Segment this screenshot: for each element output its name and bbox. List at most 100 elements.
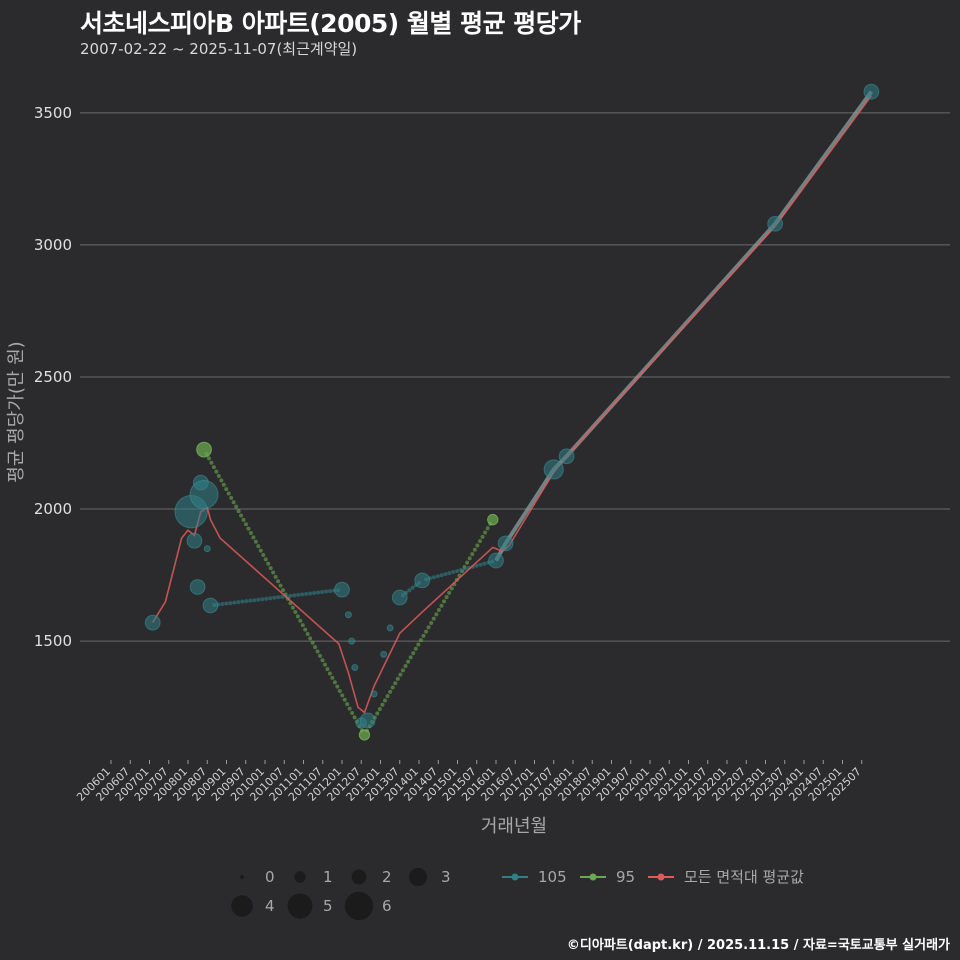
series-95-interp-dot xyxy=(347,706,352,711)
size-legend-circle xyxy=(231,895,253,917)
series-105-interp-dot xyxy=(320,590,325,595)
footer-credit: ©디아파트(dapt.kr) / 2025.11.15 / 자료=국토교통부 실… xyxy=(566,938,950,953)
series-95-interp-dot xyxy=(236,509,241,514)
series-95-interp-dot xyxy=(385,694,390,699)
series-95-interp-dot xyxy=(434,612,439,617)
series-avg-line xyxy=(152,95,873,714)
size-legend-label: 5 xyxy=(323,897,333,915)
series-95-interp-dot xyxy=(350,710,355,715)
legend-swatch-dot xyxy=(511,873,519,881)
series-95-interp-dot xyxy=(219,478,224,483)
series-95-interp-dot xyxy=(221,482,226,487)
series-105-interp-dot xyxy=(478,562,483,567)
series-95-interp-dot xyxy=(426,625,431,630)
series-95-interp-dot xyxy=(470,552,475,557)
series-95-interp-dot xyxy=(290,605,295,610)
series-105-point xyxy=(186,532,203,549)
series-105-interp-dot xyxy=(431,575,436,580)
series-95-interp-dot xyxy=(216,473,221,478)
series-95-interp-dot xyxy=(345,702,350,707)
series-95-interp-dot xyxy=(342,697,347,702)
series-95-interp-dot xyxy=(251,535,256,540)
series-105-point xyxy=(863,83,880,100)
series-95-point xyxy=(196,441,212,458)
series-105-point xyxy=(334,581,350,598)
y-tick-label: 3000 xyxy=(34,236,72,254)
series-105-interp-dot xyxy=(268,596,273,601)
series-95-interp-dot xyxy=(224,487,229,492)
series-105-point xyxy=(203,545,211,553)
series-105-interp-dot xyxy=(304,591,309,596)
series-105-interp-dot xyxy=(451,570,456,575)
series-95-interp-dot xyxy=(268,566,273,571)
series-105-point xyxy=(391,589,408,606)
series-95-interp-dot xyxy=(398,672,403,677)
x-axis-title: 거래년월 xyxy=(481,816,547,837)
series-105-interp-dot xyxy=(443,572,448,577)
series-105-point xyxy=(344,611,352,619)
series-105-point xyxy=(351,664,359,672)
series-95-interp-dot xyxy=(276,579,281,584)
series-105-interp-dot xyxy=(308,591,313,596)
series-95-interp-dot xyxy=(313,645,318,650)
series-105-point xyxy=(488,552,504,569)
size-legend-circle xyxy=(240,875,244,879)
series-105-point xyxy=(189,579,206,595)
series-95-interp-dot xyxy=(271,570,276,575)
size-legend-label: 6 xyxy=(382,897,392,915)
series-95-interp-dot xyxy=(322,662,327,667)
series-95-interp-dot xyxy=(447,590,452,595)
series-95-interp-dot xyxy=(263,557,268,562)
series-95-interp-dot xyxy=(421,633,426,638)
legend-label: 105 xyxy=(538,868,567,886)
series-105-interp-dot xyxy=(276,595,281,600)
series-95-interp-dot xyxy=(449,586,454,591)
series-95-point xyxy=(487,513,499,526)
series-95-interp-dot xyxy=(246,526,251,531)
series-105-point xyxy=(359,712,376,729)
series-95-interp-dot xyxy=(393,681,398,686)
series-105-point xyxy=(144,614,161,631)
series-95-interp-dot xyxy=(400,668,405,673)
series-105-interp-dot xyxy=(228,601,233,606)
series-95-interp-dot xyxy=(315,649,320,654)
series-105-interp-dot xyxy=(240,599,245,604)
legend-swatch-dot xyxy=(657,873,665,881)
series-105-interp-dot xyxy=(296,592,301,597)
series-95-interp-dot xyxy=(388,689,393,694)
series-95-interp-dot xyxy=(408,655,413,660)
series-95-interp-dot xyxy=(266,561,271,566)
series-105-interp-dot xyxy=(482,561,487,566)
series-95-interp-dot xyxy=(475,543,480,548)
series-105-interp-dot xyxy=(435,574,440,579)
series-95-interp-dot xyxy=(281,588,286,593)
series-95-interp-dot xyxy=(300,623,305,628)
series-105-point xyxy=(348,637,356,645)
size-legend-label: 3 xyxy=(441,868,451,886)
series-95-interp-dot xyxy=(327,671,332,676)
size-legend-circle xyxy=(351,869,367,885)
series-105-interp-dot xyxy=(224,601,229,606)
series-95-interp-dot xyxy=(234,504,239,509)
series-105-interp-dot xyxy=(256,597,261,602)
legend-label: 모든 면적대 평균값 xyxy=(684,868,804,886)
series-105-interp-dot xyxy=(474,563,479,568)
series-95-interp-dot xyxy=(352,715,357,720)
series-105-interp-dot xyxy=(292,593,297,598)
series-95-interp-dot xyxy=(226,491,231,496)
y-tick-label: 2500 xyxy=(34,368,72,386)
series-95-interp-dot xyxy=(273,574,278,579)
series-95-interp-dot xyxy=(209,460,214,465)
series-105-interp-dot xyxy=(244,599,249,604)
series-105-interp-dot xyxy=(252,598,257,603)
series-95-interp-dot xyxy=(248,531,253,536)
series-95-interp-dot xyxy=(485,526,490,531)
series-95-interp-dot xyxy=(295,614,300,619)
series-95-interp-dot xyxy=(444,595,449,600)
series-95-interp-dot xyxy=(480,534,485,539)
series-95-interp-dot xyxy=(418,638,423,643)
series-105-interp-dot xyxy=(316,590,321,595)
series-95-interp-dot xyxy=(465,560,470,565)
series-95-interp-dot xyxy=(243,522,248,527)
series-95-interp-dot xyxy=(229,495,234,500)
